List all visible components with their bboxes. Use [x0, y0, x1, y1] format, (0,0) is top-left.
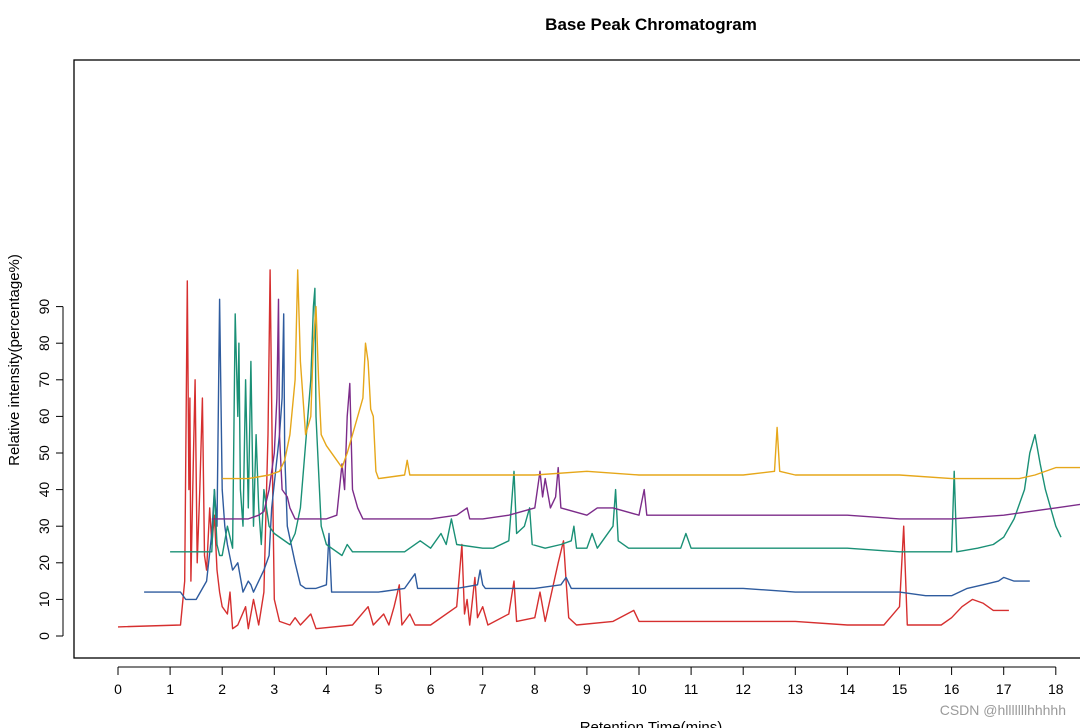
plot-frame: [73, 59, 1080, 659]
series-lines: [117, 269, 1080, 630]
y-tick-label: 50: [36, 445, 52, 461]
x-tick-label: 6: [427, 681, 435, 697]
x-tick-label: 3: [270, 681, 278, 697]
y-tick-label: 90: [36, 299, 52, 315]
x-tick-label: 4: [323, 681, 331, 697]
x-tick-label: 13: [788, 681, 804, 697]
x-tick-label: 16: [944, 681, 960, 697]
x-tick-label: 1: [166, 681, 174, 697]
x-tick-label: 11: [684, 681, 699, 697]
x-axis: 0 1 2 3 4 5 6 7 8 9 10 11 12 13 14 15 16 17 18: [114, 666, 1064, 697]
y-tick-label: 20: [36, 555, 52, 571]
y-tick-label: 70: [36, 372, 52, 388]
chart-title: Base Peak Chromatogram: [545, 15, 757, 34]
y-tick-label: 0: [36, 632, 52, 640]
x-tick-label: 17: [996, 681, 1012, 697]
series-line-4: [211, 298, 1080, 520]
y-tick-label: 40: [36, 482, 52, 498]
series-line-1: [117, 269, 1009, 630]
y-tick-label: 30: [36, 518, 52, 534]
x-tick-label: 0: [114, 681, 122, 697]
x-tick-label: 2: [218, 681, 226, 697]
x-tick-label: 12: [735, 681, 751, 697]
x-tick-label: 5: [375, 681, 383, 697]
y-axis: 0 10 20 30 40 50 60 70 80 90: [36, 299, 64, 640]
x-axis-label: Retention Time(mins): [580, 719, 723, 728]
x-tick-label: 8: [531, 681, 539, 697]
x-tick-label: 15: [892, 681, 908, 697]
y-axis-label: Relative intensity(percentage%): [6, 254, 23, 466]
x-tick-label: 9: [583, 681, 591, 697]
x-tick-label: 7: [479, 681, 487, 697]
y-tick-label: 10: [36, 591, 52, 607]
series-line-5: [222, 269, 1080, 480]
series-line-3: [170, 287, 1062, 557]
x-tick-label: 18: [1048, 681, 1064, 697]
series-line-2: [144, 298, 1030, 601]
x-tick-label: 14: [840, 681, 856, 697]
y-tick-label: 60: [36, 408, 52, 424]
x-tick-label: 10: [631, 681, 647, 697]
y-tick-label: 80: [36, 335, 52, 351]
watermark-text: CSDN @hlllllllhhhhh: [940, 702, 1066, 718]
